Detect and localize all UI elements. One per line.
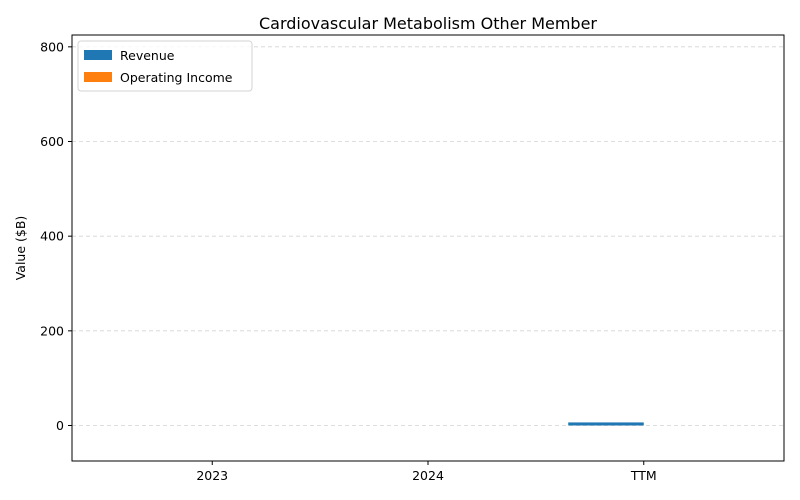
legend-swatch-operating-income bbox=[84, 72, 112, 82]
grid-lines bbox=[72, 46, 784, 426]
legend-label-operating-income: Operating Income bbox=[120, 70, 233, 85]
x-tick-label-2024: 2024 bbox=[412, 468, 444, 483]
chart-title: Cardiovascular Metabolism Other Member bbox=[259, 14, 597, 33]
y-tick-label-800: 800 bbox=[40, 39, 64, 54]
legend-frame bbox=[77, 40, 253, 92]
x-tick-label-2023: 2023 bbox=[196, 468, 228, 483]
y-tick-label-200: 200 bbox=[40, 323, 64, 338]
legend-label-revenue: Revenue bbox=[120, 48, 175, 63]
y-axis-label: Value ($B) bbox=[13, 216, 28, 281]
y-tick-label-600: 600 bbox=[40, 134, 64, 149]
x-tick-label-ttm: TTM bbox=[630, 468, 657, 483]
x-axis-ticks: 2023 2024 TTM bbox=[196, 461, 657, 483]
y-tick-label-400: 400 bbox=[40, 229, 64, 244]
y-tick-label-0: 0 bbox=[56, 418, 64, 433]
bar-revenue-ttm bbox=[568, 422, 644, 426]
legend-swatch-revenue bbox=[84, 50, 112, 60]
legend: Revenue Operating Income bbox=[77, 40, 253, 92]
plot-frame bbox=[71, 34, 785, 462]
bars bbox=[568, 422, 644, 426]
y-axis-ticks: 0 200 400 600 800 bbox=[40, 39, 72, 433]
